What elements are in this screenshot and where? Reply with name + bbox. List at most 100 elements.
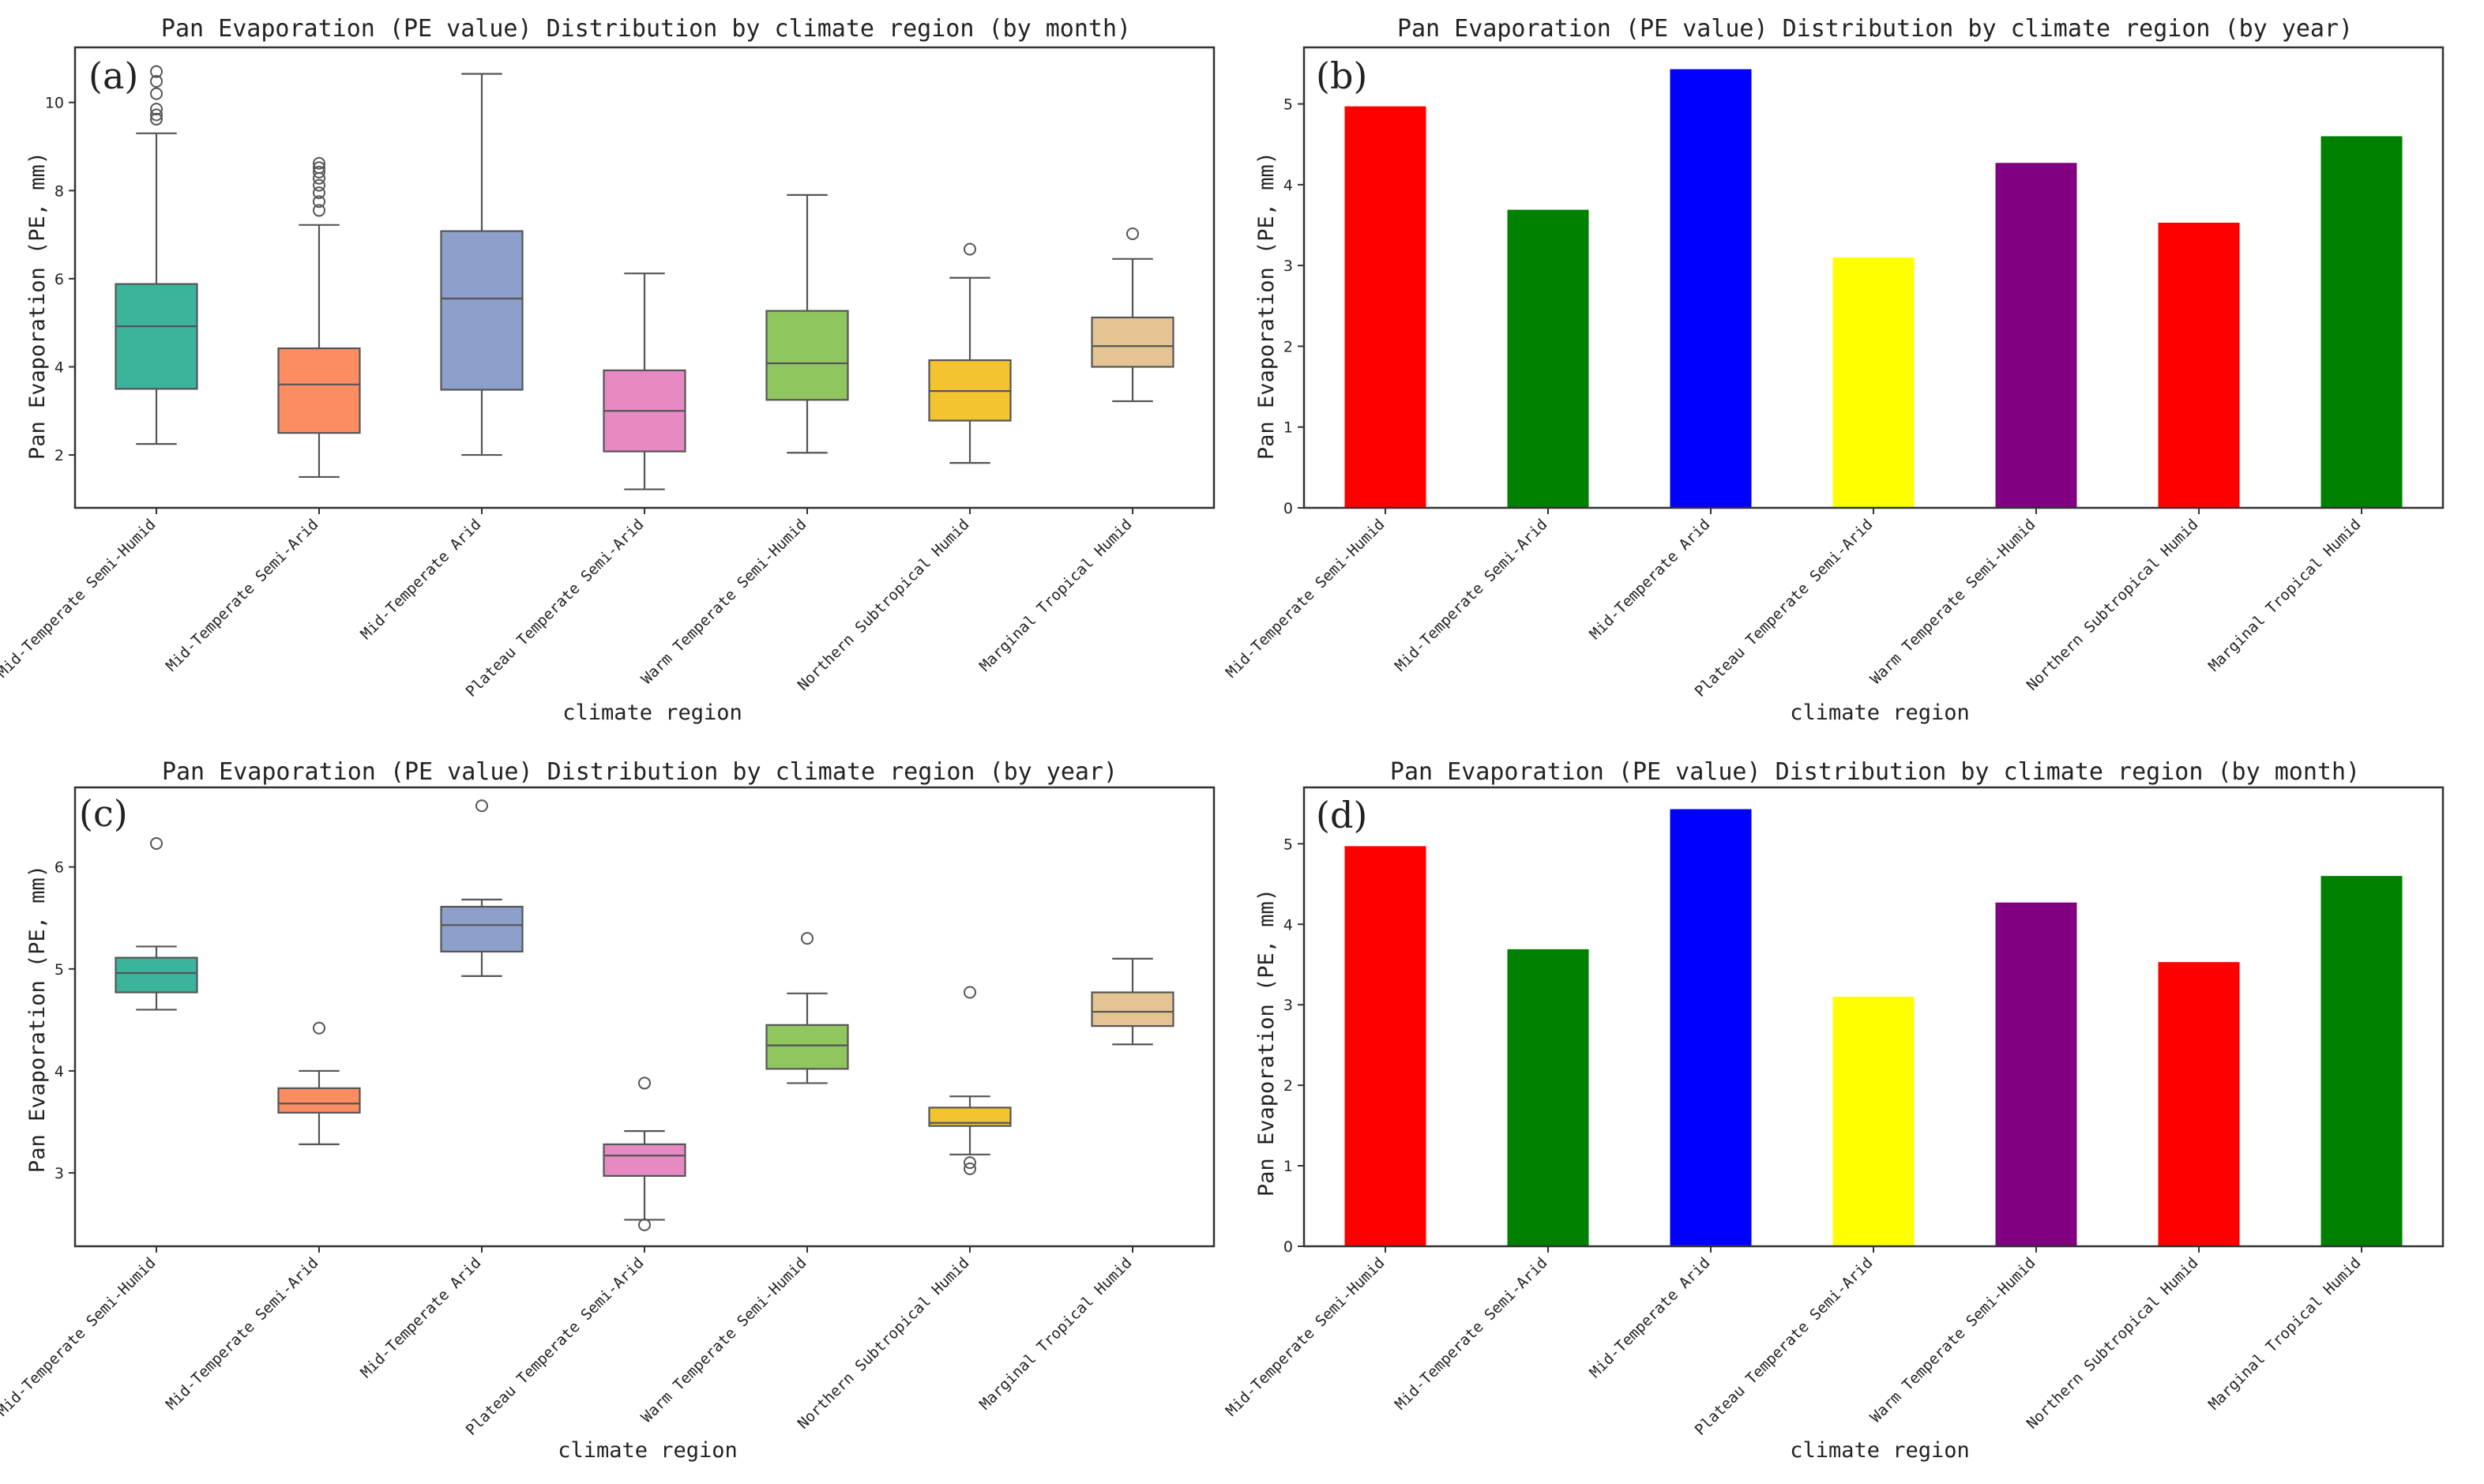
panel-a-ytick-label: 8: [54, 182, 64, 200]
panel-a-outlier: [313, 178, 325, 192]
panel-c-box: [928, 1106, 1012, 1127]
panel-d-bar: [1995, 902, 2077, 1246]
panel-a-xlabel: climate region: [562, 701, 742, 725]
panel-b-ytick-label: 5: [1283, 96, 1293, 114]
panel-b-bar: [1832, 257, 1915, 508]
panel-d-ytick-label: 4: [1283, 916, 1293, 934]
panel-c-xtick-label: Mid-Temperate Arid: [357, 1254, 484, 1381]
panel-d-ytick-label: 1: [1283, 1158, 1293, 1175]
panel-a-xtick-label: Plateau Temperate Semi-Arid: [463, 516, 648, 701]
panel-c-outlier: [475, 799, 488, 813]
panel-d-bar: [1832, 997, 1915, 1246]
panel-b-xlabel: climate region: [1790, 701, 1970, 725]
panel-c-box: [765, 1024, 849, 1070]
panel-c-xtick-label: Mid-Temperate Semi-Humid: [0, 1254, 160, 1420]
panel-a-outlier: [150, 108, 163, 122]
panel-d-xtick-label: Warm Temperate Semi-Humid: [1867, 1254, 2039, 1426]
panel-d-xtick-label: Marginal Tropical Humid: [2205, 1254, 2365, 1414]
panel-c-outlier: [313, 1021, 325, 1035]
panel-c-xtick-label: Plateau Temperate Semi-Arid: [463, 1254, 648, 1439]
panel-c-outlier: [801, 932, 814, 945]
panel-c-outlier: [638, 1076, 651, 1090]
panel-c-title: Pan Evaporation (PE value) Distribution …: [162, 758, 1118, 786]
panel-a-outlier: [150, 65, 163, 78]
panel-a-box: [115, 283, 198, 390]
panel-d-xtick-label: Plateau Temperate Semi-Arid: [1692, 1254, 1877, 1439]
panel-a-outlier: [313, 156, 325, 170]
panel-d: Pan Evaporation (PE value) Distribution …: [1223, 758, 2445, 1463]
panel-b-xtick-label: Plateau Temperate Semi-Arid: [1692, 516, 1877, 701]
panel-a-box: [1091, 316, 1174, 368]
panel-d-label: (d): [1316, 794, 1367, 836]
panel-a-xtick-label: Mid-Temperate Arid: [357, 516, 484, 643]
panel-d-xtick-label: Mid-Temperate Semi-Humid: [1223, 1254, 1389, 1420]
panel-b-title: Pan Evaporation (PE value) Distribution …: [1397, 15, 2353, 43]
panel-a-ytick-label: 4: [54, 359, 64, 376]
panel-b-bar: [2321, 136, 2403, 508]
panel-c-label: (c): [79, 792, 128, 835]
panel-a-outlier: [313, 186, 325, 200]
panel-c-box: [277, 1087, 361, 1114]
panel-c-ytick-label: 5: [54, 961, 64, 979]
panel-c-box: [115, 956, 198, 994]
panel-b-bar: [1995, 163, 2077, 508]
panel-b-bar: [2158, 222, 2240, 508]
panel-d-bar: [1670, 809, 1752, 1246]
panel-a-xtick-label: Mid-Temperate Semi-Humid: [0, 516, 160, 682]
panel-b-ytick-label: 0: [1283, 500, 1293, 517]
panel-d-xtick-label: Mid-Temperate Arid: [1586, 1254, 1713, 1381]
panel-b-xtick-label: Warm Temperate Semi-Humid: [1867, 516, 2039, 688]
panel-c-ytick-label: 4: [54, 1063, 64, 1080]
panel-d-xtick-label: Northern Subtropical Humid: [2024, 1254, 2202, 1433]
panel-c-ylabel: Pan Evaporation (PE, mm): [25, 865, 50, 1173]
panel-a-box: [277, 347, 361, 434]
panel-c-outlier: [964, 986, 976, 999]
panel-a-xtick-label: Marginal Tropical Humid: [976, 516, 1136, 675]
panel-c-outlier: [964, 1156, 976, 1170]
panel-b: Pan Evaporation (PE value) Distribution …: [1223, 15, 2445, 725]
panel-a: Pan Evaporation (PE value) Distribution …: [0, 15, 1216, 725]
panel-c-ytick-label: 3: [54, 1165, 64, 1182]
panel-c-ytick-label: 6: [54, 859, 64, 877]
panel-b-bar: [1344, 106, 1426, 508]
panel-c-box: [603, 1143, 686, 1178]
panel-b-ytick-label: 4: [1283, 177, 1293, 194]
panel-d-ylabel: Pan Evaporation (PE, mm): [1254, 889, 1279, 1197]
panel-d-xlabel: climate region: [1790, 1438, 1970, 1463]
panel-a-outlier: [1126, 227, 1139, 240]
panel-b-label: (b): [1316, 54, 1367, 97]
panel-c-xlabel: climate region: [558, 1438, 738, 1463]
panel-a-ytick-label: 10: [45, 95, 64, 112]
panel-d-xtick-label: Mid-Temperate Semi-Arid: [1392, 1254, 1551, 1414]
panel-a-outlier: [150, 74, 163, 88]
panel-b-ytick-label: 2: [1283, 338, 1293, 355]
panel-b-bar: [1507, 209, 1589, 508]
panel-c-xtick-label: Northern Subtropical Humid: [795, 1254, 973, 1433]
panel-a-outlier: [150, 103, 163, 116]
panel-a-outlier: [150, 87, 163, 100]
panel-a-outlier: [313, 165, 325, 178]
panel-a-xtick-label: Mid-Temperate Semi-Arid: [163, 516, 322, 675]
panel-a-box: [440, 230, 524, 391]
panel-a-ytick-label: 2: [54, 447, 64, 464]
panel-b-xtick-label: Northern Subtropical Humid: [2024, 516, 2202, 694]
panel-c-xtick-label: Mid-Temperate Semi-Arid: [163, 1254, 322, 1414]
panel-a-outlier: [964, 242, 976, 256]
panel-a-xtick-label: Northern Subtropical Humid: [795, 516, 973, 694]
panel-c-xtick-label: Marginal Tropical Humid: [976, 1254, 1136, 1414]
panel-c-outlier: [964, 1162, 976, 1175]
panel-b-xtick-label: Marginal Tropical Humid: [2205, 516, 2365, 675]
panel-a-title: Pan Evaporation (PE value) Distribution …: [161, 15, 1131, 43]
panel-b-ytick-label: 3: [1283, 257, 1293, 275]
panel-c-xtick-label: Warm Temperate Semi-Humid: [638, 1254, 810, 1426]
panel-c-outlier: [150, 837, 163, 851]
panel-b-ytick-label: 1: [1283, 419, 1293, 437]
panel-d-ytick-label: 0: [1283, 1238, 1293, 1256]
panel-a-outlier: [313, 195, 325, 209]
panel-d-ytick-label: 5: [1283, 836, 1293, 853]
panel-d-ytick-label: 3: [1283, 997, 1293, 1014]
panel-a-ylabel: Pan Evaporation (PE, mm): [25, 152, 50, 460]
panel-a-xtick-label: Warm Temperate Semi-Humid: [638, 516, 810, 688]
panel-a-outlier: [313, 161, 325, 175]
